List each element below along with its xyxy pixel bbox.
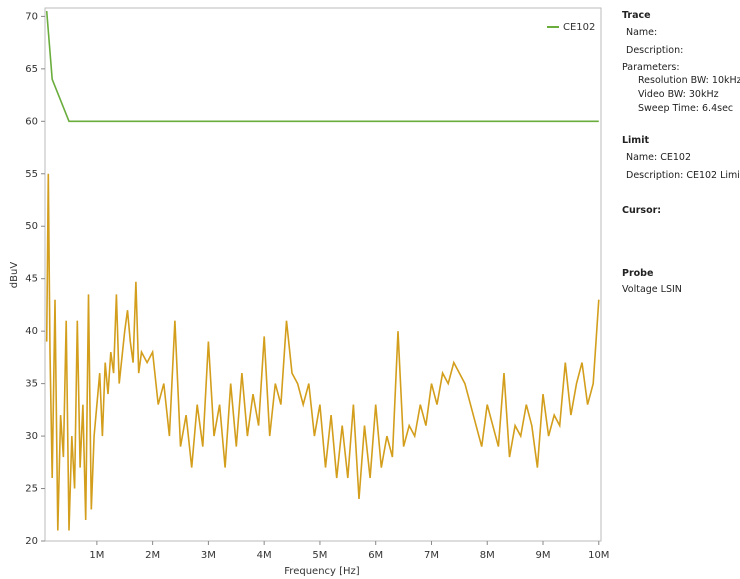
panel-text: Name: (626, 27, 658, 38)
y-tick-label: 25 (25, 484, 38, 495)
panel-text: Video BW: 30kHz (638, 89, 719, 100)
y-tick-label: 45 (25, 274, 38, 285)
panel-text: Name: CE102 (626, 152, 692, 163)
chart: Frequency [Hz] dBuV 20 25 30 35 40 45 50 55 60 65… (9, 7, 609, 577)
series-line (45, 173, 600, 531)
y-tick-label: 70 (25, 11, 38, 22)
y-tick-label: 60 (25, 116, 38, 127)
panel-text: Description: (626, 45, 684, 56)
y-axis-label: dBuV (9, 262, 20, 289)
plot-frame (44, 7, 602, 542)
x-tick-label: 10M (588, 550, 609, 561)
panel-text: Voltage LSIN (622, 284, 682, 295)
x-tick-label: 4M (257, 550, 272, 561)
y-tick-label: 65 (25, 64, 38, 75)
series-line (45, 11, 599, 123)
y-tick-label: 30 (25, 431, 38, 442)
panel-heading: Limit (622, 135, 650, 146)
x-tick-label: 9M (536, 550, 551, 561)
y-tick-label: 50 (25, 221, 38, 232)
panel-heading: Cursor: (622, 205, 662, 216)
y-tick-label: 20 (25, 536, 38, 547)
y-tick-label: 40 (25, 326, 38, 337)
panel-text: Parameters: (622, 62, 680, 73)
panel-text: Resolution BW: 10kHz (638, 75, 740, 86)
y-tick-label: 35 (25, 379, 38, 390)
panel-heading: Trace (622, 10, 651, 21)
x-tick-label: 7M (424, 550, 439, 561)
panel-text: Description: CE102 Limit (626, 170, 740, 181)
x-tick-label: 1M (89, 550, 104, 561)
x-tick-label: 5M (312, 550, 327, 561)
x-axis-label: Frequency [Hz] (284, 566, 360, 577)
x-tick-label: 3M (201, 550, 216, 561)
legend-label: CE102 (563, 22, 595, 33)
x-tick-label: 6M (368, 550, 383, 561)
x-tick-label: 8M (480, 550, 495, 561)
x-tick-label: 2M (145, 550, 160, 561)
y-tick-label: 55 (25, 169, 38, 180)
panel-text: Sweep Time: 6.4sec (638, 103, 734, 114)
panel-heading: Probe (622, 268, 654, 279)
